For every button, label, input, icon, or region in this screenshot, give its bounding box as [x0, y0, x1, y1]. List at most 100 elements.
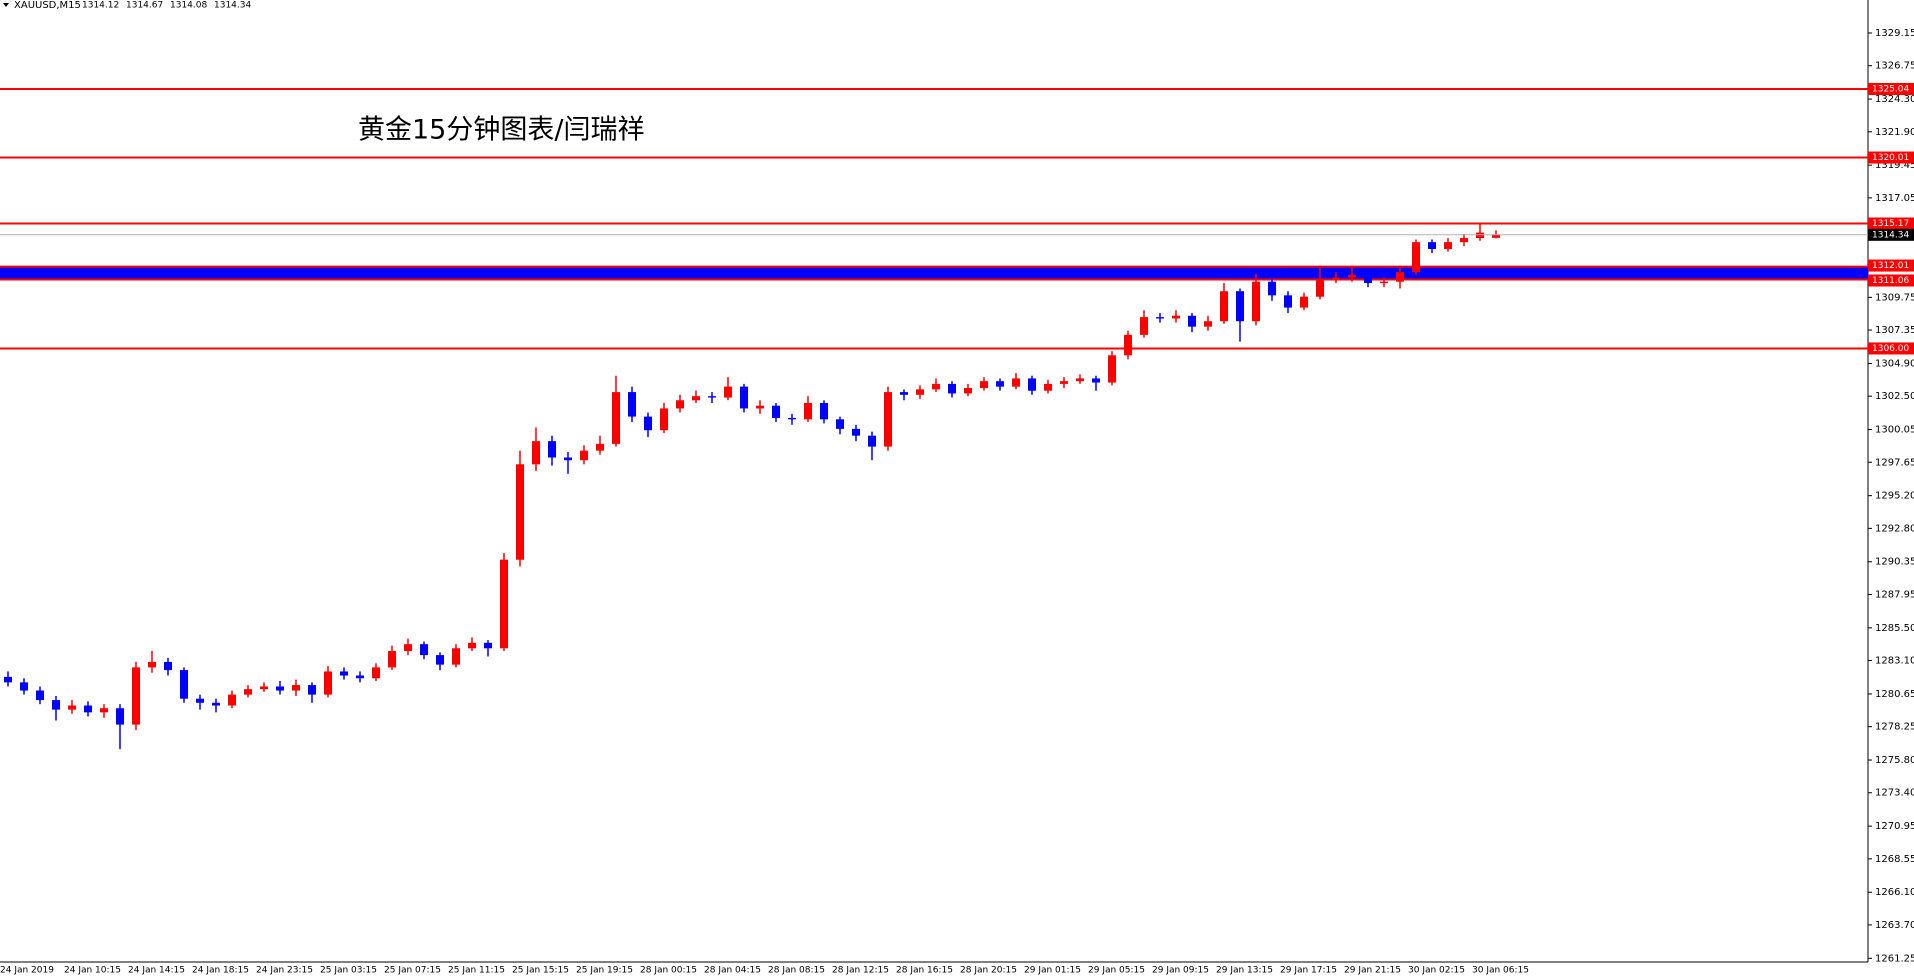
candle-body [916, 389, 924, 395]
menu-arrow[interactable] [3, 3, 9, 7]
candle-body [68, 705, 76, 710]
level-label: 1315.17 [1872, 219, 1909, 229]
candle-body [596, 443, 604, 451]
header-low: 1314.08 [170, 1, 207, 11]
candle-body [1332, 277, 1340, 281]
candle-body [580, 450, 588, 461]
header-close: 1314.34 [214, 1, 251, 11]
candle-body [1252, 281, 1260, 322]
candle-body [1204, 321, 1212, 327]
candle-body [1300, 296, 1308, 308]
y-tick-label: 1309.75 [1875, 292, 1914, 303]
zone-label: 1311.06 [1872, 276, 1909, 286]
candle-body [948, 383, 956, 394]
candle-body [116, 708, 124, 725]
y-tick-label: 1329.15 [1875, 28, 1914, 39]
candle-body [196, 698, 204, 703]
level-label: 1306.00 [1872, 344, 1909, 354]
candle-body [244, 689, 252, 695]
x-tick-label: 29 Jan 09:15 [1152, 966, 1209, 976]
level-label-box [1868, 82, 1914, 95]
x-tick-label: 24 Jan 23:15 [256, 966, 313, 976]
y-tick-label: 1266.10 [1875, 887, 1914, 898]
candle-body [964, 387, 972, 394]
candle-body [1140, 317, 1148, 335]
candle-body [788, 417, 796, 420]
candle-body [100, 708, 108, 713]
candle-body [212, 702, 220, 706]
x-tick-label: 28 Jan 00:15 [640, 966, 697, 976]
candle-body [20, 682, 28, 691]
x-tick-label: 24 Jan 10:15 [64, 966, 121, 976]
header-open: 1314.12 [82, 1, 119, 11]
y-tick-label: 1263.70 [1875, 920, 1914, 931]
candle-body [820, 402, 828, 420]
candle-body [868, 435, 876, 447]
candle-body [1268, 281, 1276, 296]
candle-body [1460, 238, 1468, 243]
candle-body [52, 700, 60, 710]
candle-body [612, 392, 620, 444]
candle-body [564, 457, 572, 461]
zone-label-box [1868, 259, 1914, 272]
candle-body [724, 386, 732, 398]
price-label-box [1868, 228, 1914, 241]
candle-body [708, 396, 716, 398]
y-tick-label: 1295.20 [1875, 491, 1914, 502]
candle-body [1396, 272, 1404, 282]
candle-body [1108, 355, 1116, 383]
y-tick-label: 1307.35 [1875, 325, 1914, 336]
x-tick-label: 25 Jan 07:15 [384, 966, 441, 976]
candle-body [1028, 378, 1036, 391]
y-tick-label: 1270.95 [1875, 821, 1914, 832]
candle-body [404, 644, 412, 652]
candle-body [4, 676, 12, 683]
candle-body [692, 396, 700, 401]
candle-body [1444, 242, 1452, 249]
y-tick-label: 1300.05 [1875, 425, 1914, 436]
candle-body [340, 671, 348, 676]
price-label: 1314.34 [1872, 230, 1909, 240]
x-tick-label: 25 Jan 03:15 [320, 966, 377, 976]
x-tick-label: 29 Jan 17:15 [1280, 966, 1337, 976]
candle-body [308, 685, 316, 695]
x-tick-label: 29 Jan 05:15 [1088, 966, 1145, 976]
candle-body [1348, 274, 1356, 278]
candle-body [740, 386, 748, 409]
candle-body [1044, 383, 1052, 391]
x-tick-label: 30 Jan 06:15 [1472, 966, 1529, 976]
x-tick-label: 29 Jan 13:15 [1216, 966, 1273, 976]
y-tick-label: 1324.30 [1875, 94, 1914, 105]
candle-body [484, 642, 492, 649]
candle-body [1092, 378, 1100, 383]
zone [0, 266, 1868, 280]
candle-body [548, 441, 556, 458]
candle-body [228, 694, 236, 706]
candle-body [452, 648, 460, 665]
candle-body [1412, 242, 1420, 273]
y-tick-label: 1326.75 [1875, 61, 1914, 72]
candle-body [1220, 291, 1228, 322]
x-tick-label: 28 Jan 04:15 [704, 966, 761, 976]
candle-body [676, 400, 684, 409]
candle-body [1236, 291, 1244, 322]
candle-body [516, 464, 524, 560]
candle-body [1060, 381, 1068, 384]
candle-body [356, 675, 364, 679]
zone-label: 1312.01 [1872, 261, 1909, 271]
y-tick-label: 1283.10 [1875, 656, 1914, 667]
x-tick-label: 28 Jan 12:15 [832, 966, 889, 976]
candle-body [180, 670, 188, 699]
candle-body [84, 705, 92, 713]
y-tick-label: 1273.40 [1875, 788, 1914, 799]
candle-body [500, 559, 508, 649]
y-tick-label: 1304.90 [1875, 358, 1914, 369]
candle-body [900, 392, 908, 395]
candle-body [1172, 315, 1180, 319]
candle-body [36, 690, 44, 701]
candle-body [1316, 280, 1324, 297]
candle-body [372, 667, 380, 679]
candle-body [420, 644, 428, 656]
